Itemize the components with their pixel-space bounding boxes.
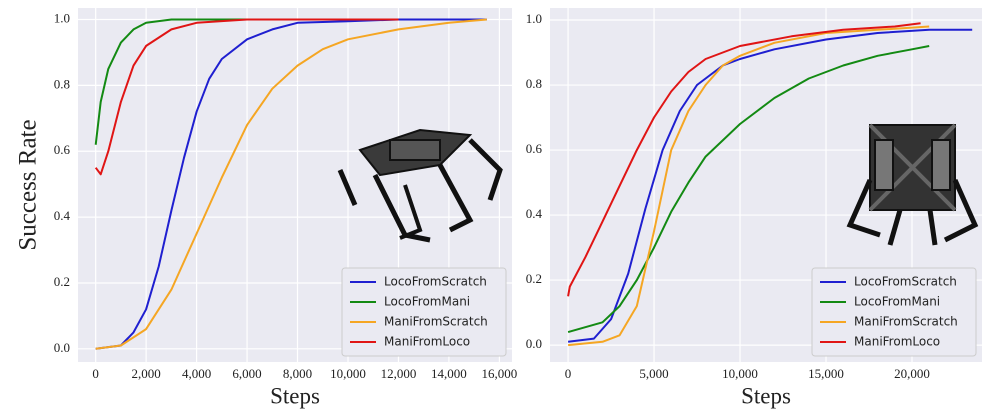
y-tick-label: 0.8	[526, 76, 542, 91]
legend-label: LocoFromMani	[384, 295, 470, 309]
legend-label: LocoFromScratch	[854, 275, 957, 289]
y-tick-label: 0.2	[526, 271, 542, 286]
x-tick-label: 2,000	[132, 366, 161, 381]
x-tick-label: 20,000	[894, 366, 930, 381]
x-tick-label: 12,000	[381, 366, 417, 381]
y-tick-label: 0.6	[54, 142, 71, 157]
x-tick-label: 8,000	[283, 366, 312, 381]
x-tick-label: 14,000	[431, 366, 467, 381]
x-tick-label: 10,000	[722, 366, 758, 381]
figure: 0.0 0.2 0.4 0.6 0.8 1.0 0 2,000 4,000 6,000 8,000 1…	[0, 0, 985, 410]
legend-label: ManiFromScratch	[384, 315, 488, 329]
legend-label: ManiFromLoco	[854, 335, 940, 349]
x-tick-label: 0	[92, 366, 99, 381]
legend-label: ManiFromLoco	[384, 335, 470, 349]
legend-label: ManiFromScratch	[854, 315, 958, 329]
y-tick-label: 1.0	[54, 11, 70, 26]
x-axis-label: Steps	[270, 383, 320, 408]
x-axis-label: Steps	[741, 383, 791, 408]
y-tick-label: 0.4	[526, 206, 543, 221]
page: {"chart_data": [ {"type": "line", "y_lab…	[0, 0, 985, 410]
x-tick-label: 10,000	[330, 366, 366, 381]
y-tick-label: 1.0	[526, 11, 542, 26]
y-tick-label: 0.0	[526, 336, 542, 351]
y-tick-label: 0.4	[54, 208, 71, 223]
legend-label: LocoFromScratch	[384, 275, 487, 289]
y-tick-label: 0.6	[526, 141, 543, 156]
x-tick-label: 0	[565, 366, 572, 381]
y-axis-label: Success Rate	[15, 119, 42, 250]
x-tick-label: 4,000	[182, 366, 211, 381]
y-tick-label: 0.2	[54, 274, 70, 289]
x-tick-label: 15,000	[808, 366, 844, 381]
x-tick-label: 6,000	[232, 366, 261, 381]
y-tick-label: 0.0	[54, 340, 70, 355]
legend-label: LocoFromMani	[854, 295, 940, 309]
y-tick-label: 0.8	[54, 76, 70, 91]
x-tick-label: 16,000	[482, 366, 518, 381]
x-tick-label: 5,000	[639, 366, 668, 381]
